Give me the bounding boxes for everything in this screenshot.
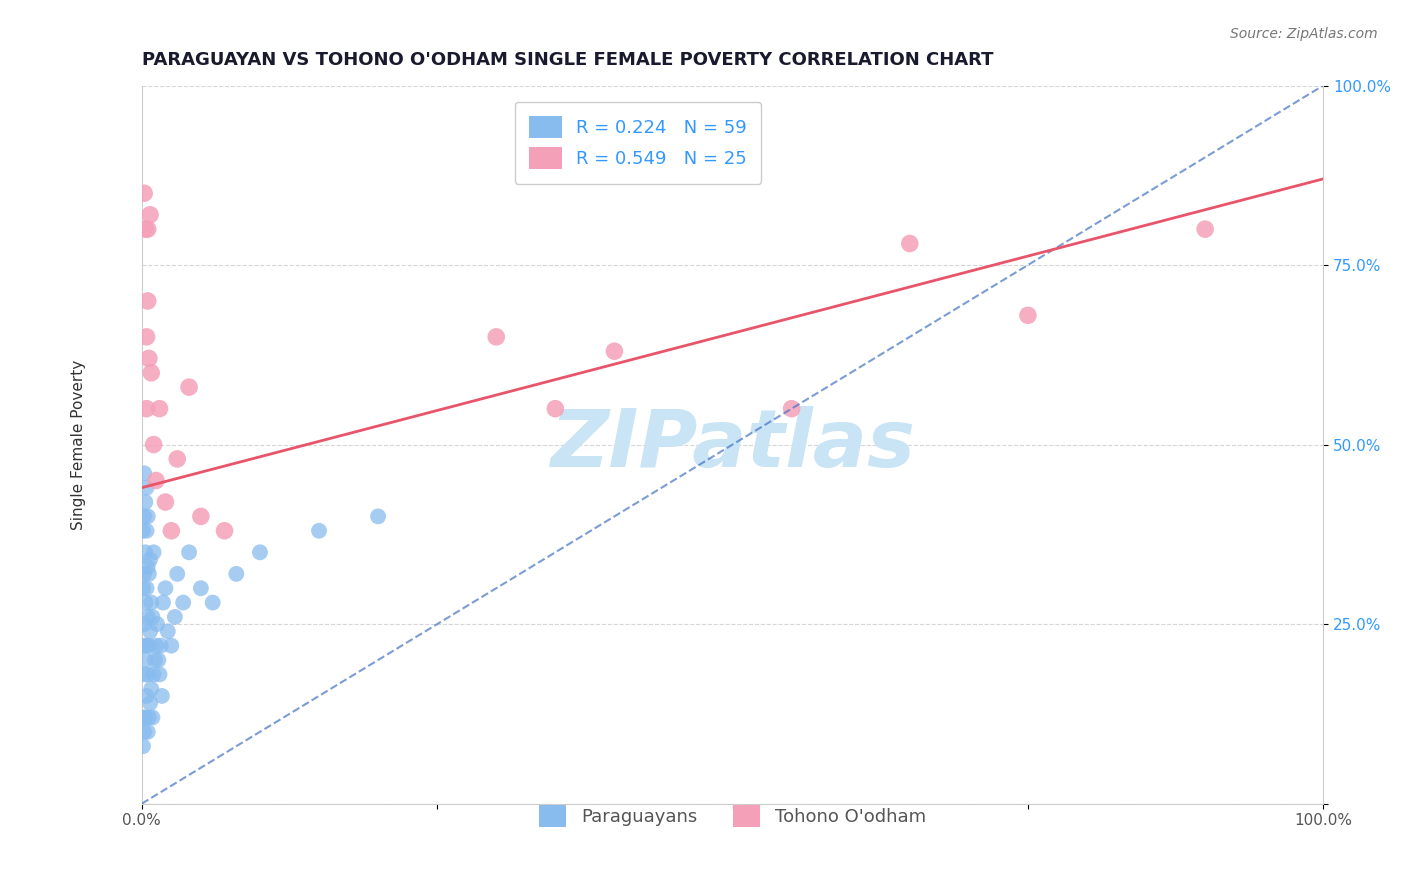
Point <box>136 610 159 624</box>
Point <box>145 474 167 488</box>
Point <box>134 724 156 739</box>
Point <box>138 566 160 581</box>
Point <box>134 653 156 667</box>
Point <box>141 610 163 624</box>
Text: PARAGUAYAN VS TOHONO O'ODHAM SINGLE FEMALE POVERTY CORRELATION CHART: PARAGUAYAN VS TOHONO O'ODHAM SINGLE FEMA… <box>142 51 993 69</box>
Point <box>136 724 159 739</box>
Point <box>136 222 159 236</box>
Text: ZIPatlas: ZIPatlas <box>550 406 915 483</box>
Point <box>214 524 236 538</box>
Point <box>160 639 183 653</box>
Point <box>142 545 165 559</box>
Point <box>135 481 157 495</box>
Point <box>135 581 157 595</box>
Point <box>249 545 271 559</box>
Point <box>155 581 177 595</box>
Point <box>132 710 155 724</box>
Point <box>136 509 159 524</box>
Legend: Paraguayans, Tohono O'odham: Paraguayans, Tohono O'odham <box>531 797 934 834</box>
Point <box>163 610 186 624</box>
Point <box>150 689 173 703</box>
Point <box>166 452 188 467</box>
Point <box>367 509 389 524</box>
Point <box>148 667 170 681</box>
Point <box>142 667 165 681</box>
Point <box>155 495 177 509</box>
Point <box>780 401 803 416</box>
Point <box>139 552 162 566</box>
Point <box>135 689 157 703</box>
Point <box>136 667 159 681</box>
Point <box>134 617 156 632</box>
Point <box>177 545 200 559</box>
Point <box>156 624 179 639</box>
Point <box>138 710 160 724</box>
Point <box>139 696 162 710</box>
Point <box>134 710 156 724</box>
Point <box>134 509 156 524</box>
Point <box>141 681 163 696</box>
Point <box>148 653 170 667</box>
Point <box>225 566 247 581</box>
Point <box>146 617 169 632</box>
Point <box>1194 222 1216 236</box>
Point <box>134 667 156 681</box>
Point <box>160 524 183 538</box>
Point <box>141 710 163 724</box>
Y-axis label: Single Female Poverty: Single Female Poverty <box>72 359 86 530</box>
Text: Source: ZipAtlas.com: Source: ZipAtlas.com <box>1230 27 1378 41</box>
Point <box>308 524 330 538</box>
Point <box>485 330 508 344</box>
Point <box>135 639 157 653</box>
Point <box>141 596 163 610</box>
Point <box>134 545 156 559</box>
Point <box>1017 308 1039 322</box>
Point <box>166 566 188 581</box>
Point <box>138 639 160 653</box>
Point <box>152 596 174 610</box>
Point <box>136 293 159 308</box>
Point <box>544 401 567 416</box>
Point <box>898 236 921 251</box>
Point <box>136 559 159 574</box>
Point <box>139 624 162 639</box>
Point <box>132 639 155 653</box>
Point <box>149 639 172 653</box>
Point <box>141 366 163 380</box>
Point <box>134 186 156 201</box>
Point <box>177 380 200 394</box>
Point <box>132 581 155 595</box>
Point <box>201 596 224 610</box>
Point <box>134 495 156 509</box>
Point <box>142 437 165 451</box>
Point <box>603 344 626 359</box>
Point <box>145 639 167 653</box>
Point <box>134 467 156 481</box>
Point <box>138 351 160 366</box>
Point <box>143 653 166 667</box>
Point <box>134 222 156 236</box>
Point <box>190 509 212 524</box>
Point <box>148 401 170 416</box>
Point <box>134 596 156 610</box>
Point <box>132 524 155 538</box>
Point <box>139 208 162 222</box>
Point <box>172 596 194 610</box>
Point <box>135 524 157 538</box>
Point <box>134 566 156 581</box>
Point <box>190 581 212 595</box>
Point <box>135 330 157 344</box>
Point <box>132 739 155 754</box>
Point <box>135 401 157 416</box>
